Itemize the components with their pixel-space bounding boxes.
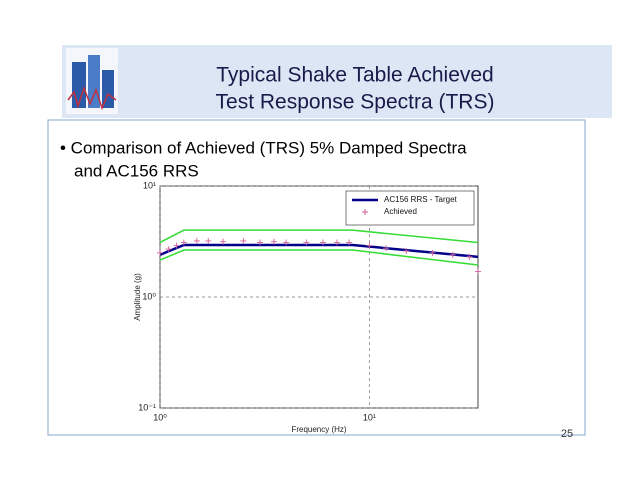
data-point — [220, 238, 227, 245]
x-tick-label: 10¹ — [363, 412, 376, 422]
legend-box — [345, 190, 475, 226]
y-axis-label: Amplitude (g) — [133, 273, 142, 321]
data-point — [165, 246, 172, 253]
data-point — [193, 237, 200, 244]
x-tick-label: 10⁰ — [153, 412, 167, 422]
data-point — [157, 249, 163, 256]
data-point — [270, 238, 277, 245]
data-point — [466, 253, 473, 260]
x-axis-label: Frequency (Hz) — [291, 425, 346, 434]
series-line — [159, 249, 479, 266]
data-point — [366, 242, 373, 249]
data-point — [283, 239, 290, 246]
content-frame — [47, 119, 586, 436]
bullet-text: • Comparison of Achieved (TRS) 5% Damped… — [60, 138, 467, 157]
logo — [66, 48, 118, 114]
bullet-text: and AC156 RRS — [74, 161, 199, 180]
data-point — [205, 237, 212, 244]
title-line: Typical Shake Table Achieved — [216, 64, 493, 87]
series-line — [159, 229, 479, 244]
title-line: Test Response Spectra (TRS) — [216, 91, 495, 114]
legend-label: Achieved — [384, 207, 417, 216]
legend-swatch — [362, 209, 368, 215]
y-tick-label: 10⁻¹ — [138, 402, 156, 412]
y-tick-label: 10¹ — [143, 180, 156, 190]
data-point — [240, 237, 247, 244]
data-point — [429, 249, 436, 256]
page-number: 25 — [561, 428, 573, 440]
data-point — [346, 239, 353, 246]
data-point — [173, 242, 180, 249]
legend-label: AC156 RRS - Target — [384, 195, 458, 204]
data-point — [319, 239, 326, 246]
data-point — [180, 239, 187, 246]
header-band — [62, 45, 612, 118]
series-line — [159, 243, 479, 259]
y-tick-label: 10⁰ — [142, 291, 156, 301]
data-point — [333, 239, 340, 246]
data-point — [403, 247, 410, 254]
data-point — [382, 245, 389, 252]
data-point — [303, 239, 310, 246]
data-point — [256, 239, 263, 246]
data-point — [475, 268, 481, 275]
data-point — [449, 251, 456, 258]
